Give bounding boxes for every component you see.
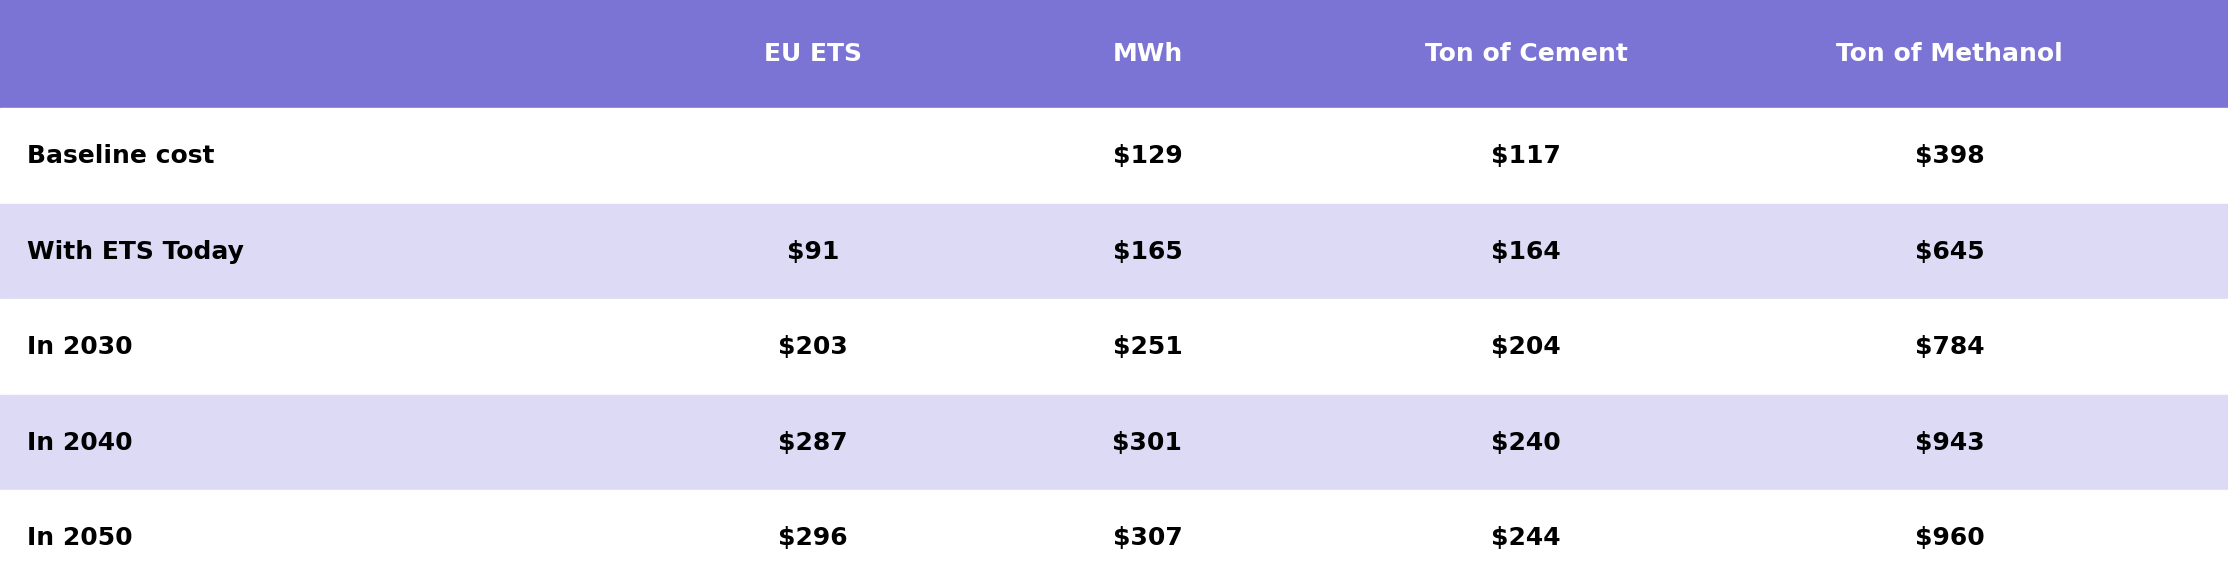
Text: $784: $784 (1914, 335, 1985, 359)
Bar (0, 299, 2228, 395)
Bar (0, 490, 2228, 586)
Text: $117: $117 (1491, 144, 1562, 168)
Text: $943: $943 (1914, 431, 1985, 455)
Text: $251: $251 (1112, 335, 1183, 359)
Text: $129: $129 (1112, 144, 1183, 168)
Text: $287: $287 (778, 431, 849, 455)
Text: EU ETS: EU ETS (764, 42, 862, 66)
Bar (0, 395, 2228, 490)
Text: $203: $203 (778, 335, 849, 359)
Bar (0, 204, 2228, 299)
Text: $296: $296 (778, 526, 849, 550)
Text: $240: $240 (1491, 431, 1562, 455)
Bar (0, 0, 2228, 108)
Text: Ton of Methanol: Ton of Methanol (1836, 42, 2063, 66)
Text: $398: $398 (1914, 144, 1985, 168)
Text: $960: $960 (1914, 526, 1985, 550)
Text: $165: $165 (1112, 240, 1183, 264)
Text: MWh: MWh (1112, 42, 1183, 66)
Text: $204: $204 (1491, 335, 1562, 359)
Text: Baseline cost: Baseline cost (27, 144, 214, 168)
Bar (0, 108, 2228, 204)
Text: $301: $301 (1112, 431, 1183, 455)
Text: $244: $244 (1491, 526, 1562, 550)
Text: $91: $91 (786, 240, 840, 264)
Text: $307: $307 (1112, 526, 1183, 550)
Text: Ton of Cement: Ton of Cement (1424, 42, 1629, 66)
Text: In 2030: In 2030 (27, 335, 131, 359)
Text: With ETS Today: With ETS Today (27, 240, 243, 264)
Text: $645: $645 (1914, 240, 1985, 264)
Text: In 2050: In 2050 (27, 526, 131, 550)
Text: $164: $164 (1491, 240, 1562, 264)
Text: In 2040: In 2040 (27, 431, 131, 455)
